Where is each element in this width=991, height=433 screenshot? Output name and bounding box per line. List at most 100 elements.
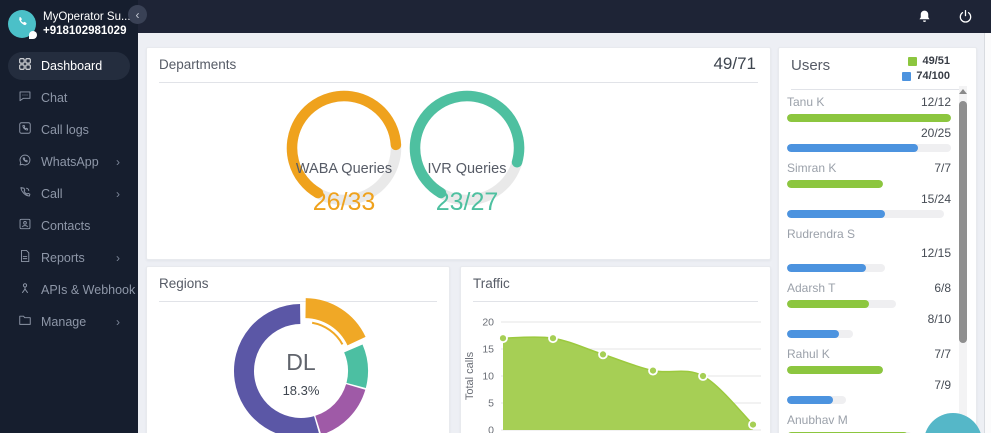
gauge-ivr-label: IVR Queries <box>427 161 507 177</box>
bar-fill-green <box>787 114 951 122</box>
power-logout-icon[interactable] <box>958 9 973 24</box>
regions-donut-chart <box>234 298 368 433</box>
traffic-point-2 <box>598 349 608 360</box>
sidebar-item-manage[interactable]: Manage › <box>8 308 130 336</box>
gauge-ivr-value: 23/27 <box>435 188 499 216</box>
departments-total: 49/71 <box>713 54 756 73</box>
bar-track-blue <box>787 396 847 404</box>
app-logo <box>8 10 37 40</box>
traffic-point-4 <box>698 371 708 381</box>
floating-action-button[interactable]: + <box>924 413 982 433</box>
sidebar-item-call[interactable]: Call › <box>8 180 130 208</box>
gauge-waba-chart <box>286 90 402 206</box>
chat-icon <box>18 89 32 106</box>
bar-value: 6/8 <box>934 281 951 295</box>
bar-track-green <box>787 114 951 122</box>
bar-fill-blue <box>787 330 840 338</box>
scroll-up-arrow-icon[interactable] <box>959 89 967 94</box>
y-tick-label: 20 <box>482 317 494 329</box>
sidebar-item-label: Chat <box>41 90 68 105</box>
dashboard-icon <box>18 57 32 74</box>
sidebar-item-label: WhatsApp <box>41 154 99 169</box>
regions-title: Regions <box>159 276 209 291</box>
traffic-point-5 <box>748 419 758 430</box>
y-axis-label: Total calls <box>464 351 476 400</box>
app-phone-number: +918102981029 <box>43 25 127 38</box>
bar-track-blue <box>787 264 886 272</box>
user-row-simran-k: Simran K 7/7 15/24 <box>787 161 951 218</box>
bar-value: 8/10 <box>927 312 951 326</box>
user-name: Tanu K <box>787 95 825 109</box>
bar-fill-green <box>787 300 870 308</box>
sidebar-item-label: Contacts <box>41 218 91 233</box>
donut-segment-3[interactable] <box>234 304 319 433</box>
bar-fill-blue <box>787 210 886 218</box>
y-tick-label: 0 <box>488 425 494 433</box>
regions-card: Regions DL 18.3% <box>146 266 450 433</box>
users-list: Tanu K 12/12 20/25 Simran K 7/7 15/24 Rudrendr… <box>787 95 951 433</box>
sidebar-item-label: Call <box>41 186 63 201</box>
notifications-bell-icon[interactable] <box>917 9 932 24</box>
brand: MyOperator Su... +918102981029 <box>0 0 138 43</box>
reports-icon <box>18 249 32 266</box>
traffic-title: Traffic <box>473 276 510 291</box>
bar-fill-green <box>787 366 883 374</box>
sidebar-item-call-logs[interactable]: Call logs <box>8 116 130 144</box>
user-name: Rahul K <box>787 347 830 361</box>
divider <box>159 82 758 83</box>
page-scrollbar[interactable] <box>984 33 991 433</box>
user-row-rudrendra-s: Rudrendra S 12/15 <box>787 227 951 272</box>
users-title: Users <box>791 57 831 74</box>
bar-value: 15/24 <box>920 192 951 206</box>
sidebar-item-whatsapp[interactable]: WhatsApp › <box>8 148 130 176</box>
donut-segment-1[interactable] <box>343 344 368 388</box>
call-icon <box>18 185 32 202</box>
traffic-point-0 <box>498 333 508 344</box>
bar-value: 7/7 <box>934 161 951 175</box>
chevron-right-icon: › <box>116 154 120 169</box>
user-name: Simran K <box>787 161 837 175</box>
app-title: MyOperator Su... <box>43 11 131 23</box>
main-content: Departments 49/71 WABA Queries 26/33 IVR… <box>138 33 991 433</box>
bar-value: 20/25 <box>920 126 951 140</box>
users-scrollbar-thumb[interactable] <box>959 101 967 343</box>
bar-value: 12/12 <box>920 95 951 109</box>
traffic-point-1 <box>548 333 558 344</box>
user-row-tanu-k: Tanu K 12/12 20/25 <box>787 95 951 152</box>
bar-fill-green <box>787 180 883 188</box>
sidebar-nav: Dashboard Chat Call logs WhatsApp › Call › Cont… <box>0 51 138 336</box>
webhook-icon <box>18 281 32 298</box>
y-tick-label: 10 <box>482 371 494 383</box>
bar-track-blue <box>787 210 945 218</box>
sidebar-item-label: APIs & Webhook <box>41 282 136 297</box>
gauge-ivr-chart <box>409 90 525 206</box>
sidebar-item-chat[interactable]: Chat <box>8 84 130 112</box>
chevron-right-icon: › <box>116 250 120 265</box>
sidebar: MyOperator Su... +918102981029 Dashboard… <box>0 0 138 433</box>
bar-track-green <box>787 300 897 308</box>
gauge-waba: WABA Queries 26/33 <box>284 88 404 253</box>
sidebar-item-reports[interactable]: Reports › <box>8 244 130 272</box>
top-header <box>138 0 991 33</box>
sidebar-item-dashboard[interactable]: Dashboard <box>8 51 130 80</box>
bar-value: 7/9 <box>934 378 951 392</box>
donut-hover-ring <box>311 321 344 345</box>
call-logs-icon <box>18 121 32 138</box>
departments-title: Departments <box>159 57 237 72</box>
phone-icon <box>15 15 29 34</box>
departments-card: Departments 49/71 WABA Queries 26/33 IVR… <box>146 47 771 260</box>
donut-segment-DL[interactable] <box>305 298 366 346</box>
users-card: Users 49/51 74/100 Tanu K 12/12 20/25 Simran… <box>778 47 977 433</box>
sidebar-collapse-button[interactable]: ‹ <box>128 5 147 24</box>
donut-segment-2[interactable] <box>314 383 366 433</box>
users-legend: 49/51 74/100 <box>902 55 950 82</box>
user-name: Rudrendra S <box>787 227 856 241</box>
divider <box>159 301 437 302</box>
sidebar-item-label: Manage <box>41 314 87 329</box>
sidebar-item-apis-webhook[interactable]: APIs & Webhook <box>8 276 135 304</box>
user-row-rahul-k: Rahul K 7/7 7/9 <box>787 347 951 404</box>
bar-fill-blue <box>787 144 919 152</box>
gauge-waba-label: WABA Queries <box>295 161 393 177</box>
sidebar-item-contacts[interactable]: Contacts <box>8 212 130 240</box>
sidebar-item-label: Call logs <box>41 122 89 137</box>
